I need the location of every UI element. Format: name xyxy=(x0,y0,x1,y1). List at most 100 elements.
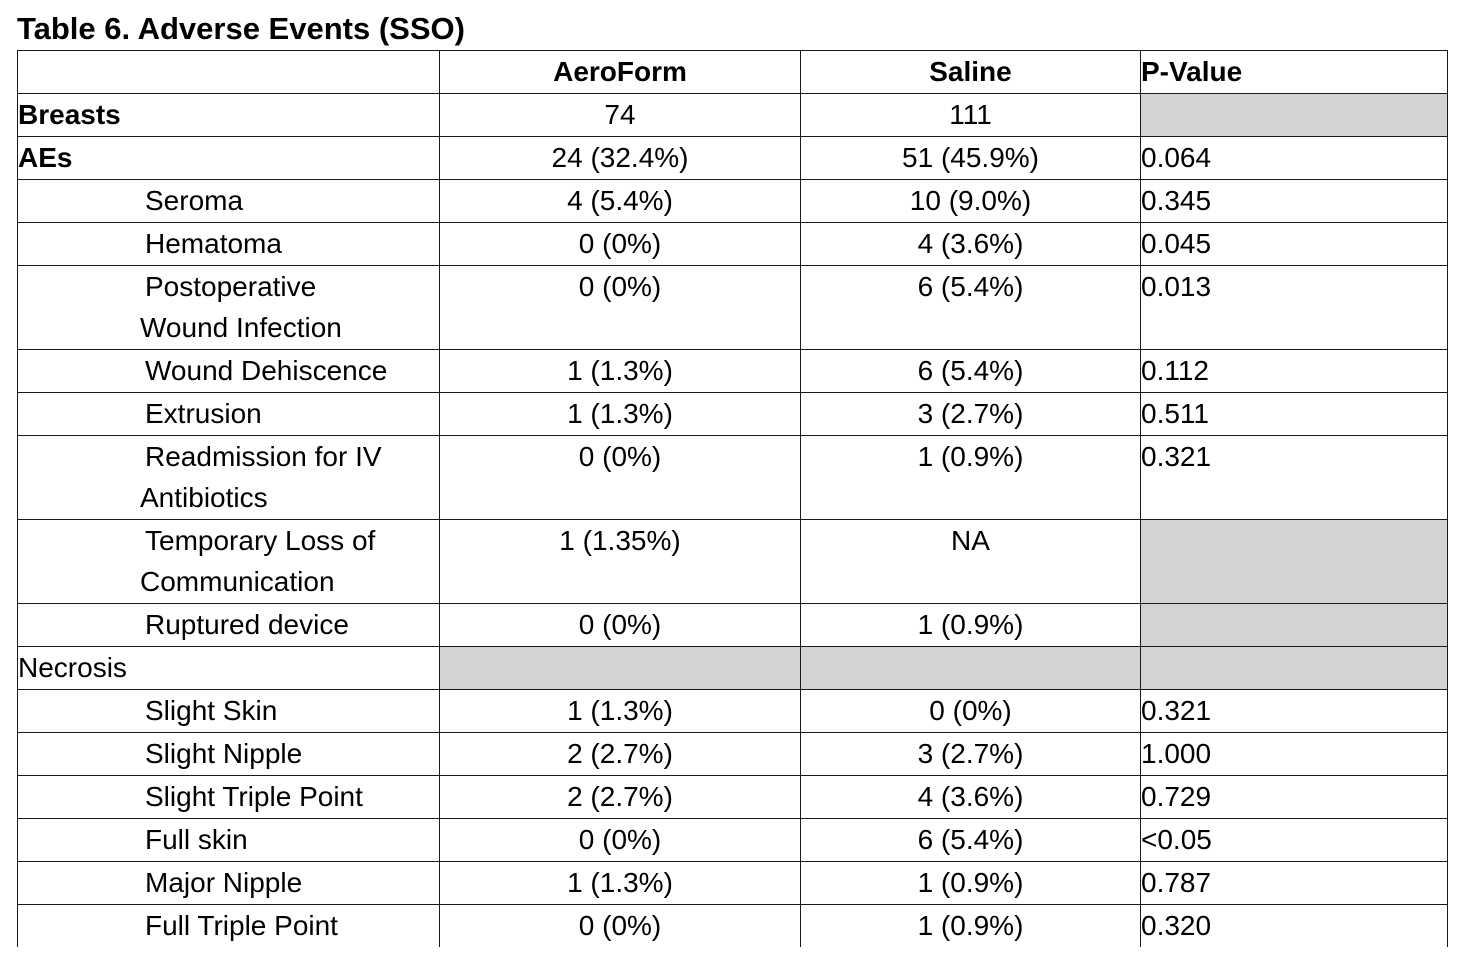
row-label-line: Hematoma xyxy=(145,228,282,259)
saline-value: 3 (2.7%) xyxy=(800,392,1141,436)
row-label: Full Triple Point xyxy=(17,904,440,947)
row-label-line: Extrusion xyxy=(145,398,262,429)
p-value xyxy=(1140,93,1448,137)
table-row: Slight Nipple 2 (2.7%) 3 (2.7%) 1.000 xyxy=(17,732,1448,776)
row-label-line: Readmission for IV xyxy=(145,441,382,472)
row-label-line: Full Triple Point xyxy=(145,910,338,941)
table-row: Hematoma 0 (0%) 4 (3.6%) 0.045 xyxy=(17,222,1448,266)
aeroform-value: 1 (1.35%) xyxy=(439,519,801,604)
row-label: Full skin xyxy=(17,818,440,862)
row-label-line: Necrosis xyxy=(18,652,127,683)
table-row: Necrosis xyxy=(17,646,1448,690)
aeroform-value: 2 (2.7%) xyxy=(439,775,801,819)
aeroform-value: 1 (1.3%) xyxy=(439,349,801,393)
p-value: <0.05 xyxy=(1140,818,1448,862)
p-value: 1.000 xyxy=(1140,732,1448,776)
table-row: Ruptured device 0 (0%) 1 (0.9%) xyxy=(17,603,1448,647)
table-row: Full Triple Point 0 (0%) 1 (0.9%) 0.320 xyxy=(17,904,1448,947)
adverse-events-table: AeroForm Saline P-Value Breasts 74 111 AEs 2… xyxy=(17,50,1448,947)
aeroform-value: 1 (1.3%) xyxy=(439,392,801,436)
saline-value: 1 (0.9%) xyxy=(800,603,1141,647)
table-row: AEs 24 (32.4%) 51 (45.9%) 0.064 xyxy=(17,136,1448,180)
table-row: Readmission for IV Antibiotics 0 (0%) 1 (0.… xyxy=(17,435,1448,520)
row-label-line: Slight Nipple xyxy=(145,738,303,769)
p-value xyxy=(1140,519,1448,604)
p-value: 0.345 xyxy=(1140,179,1448,223)
header-saline: Saline xyxy=(800,50,1141,94)
header-row: AeroForm Saline P-Value xyxy=(17,50,1448,94)
row-label-line: Postoperative xyxy=(145,271,317,302)
row-label: Temporary Loss of Communication xyxy=(17,519,440,604)
saline-value: 10 (9.0%) xyxy=(800,179,1141,223)
row-label: AEs xyxy=(17,136,440,180)
table-row: Seroma 4 (5.4%) 10 (9.0%) 0.345 xyxy=(17,179,1448,223)
p-value: 0.045 xyxy=(1140,222,1448,266)
aeroform-value: 0 (0%) xyxy=(439,603,801,647)
p-value: 0.321 xyxy=(1140,689,1448,733)
row-label: Slight Triple Point xyxy=(17,775,440,819)
saline-value: 6 (5.4%) xyxy=(800,265,1141,350)
saline-value: 1 (0.9%) xyxy=(800,904,1141,947)
p-value: 0.787 xyxy=(1140,861,1448,905)
aeroform-value: 0 (0%) xyxy=(439,265,801,350)
row-label-line: Wound Infection xyxy=(140,312,342,343)
header-aeroform: AeroForm xyxy=(439,50,801,94)
saline-value: 1 (0.9%) xyxy=(800,435,1141,520)
row-label-line: Full skin xyxy=(145,824,248,855)
aeroform-value: 24 (32.4%) xyxy=(439,136,801,180)
saline-value: 6 (5.4%) xyxy=(800,818,1141,862)
row-label: Extrusion xyxy=(17,392,440,436)
table-row: Postoperative Wound Infection 0 (0%) 6 (5.4… xyxy=(17,265,1448,350)
saline-value: 0 (0%) xyxy=(800,689,1141,733)
table-row: Temporary Loss of Communication 1 (1.35%) N… xyxy=(17,519,1448,604)
row-label-line: AEs xyxy=(18,142,73,173)
saline-value: 4 (3.6%) xyxy=(800,775,1141,819)
saline-value: 4 (3.6%) xyxy=(800,222,1141,266)
p-value: 0.112 xyxy=(1140,349,1448,393)
p-value: 0.729 xyxy=(1140,775,1448,819)
saline-value: 3 (2.7%) xyxy=(800,732,1141,776)
aeroform-value: 4 (5.4%) xyxy=(439,179,801,223)
header-pvalue: P-Value xyxy=(1140,50,1448,94)
saline-value: 51 (45.9%) xyxy=(800,136,1141,180)
p-value: 0.511 xyxy=(1140,392,1448,436)
row-label: Slight Skin xyxy=(17,689,440,733)
aeroform-value: 0 (0%) xyxy=(439,222,801,266)
table-row: Slight Triple Point 2 (2.7%) 4 (3.6%) 0.729 xyxy=(17,775,1448,819)
table-row: Major Nipple 1 (1.3%) 1 (0.9%) 0.787 xyxy=(17,861,1448,905)
p-value: 0.064 xyxy=(1140,136,1448,180)
table-row: Wound Dehiscence 1 (1.3%) 6 (5.4%) 0.112 xyxy=(17,349,1448,393)
aeroform-value: 1 (1.3%) xyxy=(439,689,801,733)
row-label-line: Temporary Loss of xyxy=(145,525,376,556)
saline-value: 1 (0.9%) xyxy=(800,861,1141,905)
row-label: Postoperative Wound Infection xyxy=(17,265,440,350)
row-label: Necrosis xyxy=(17,646,440,690)
saline-value: NA xyxy=(800,519,1141,604)
row-label: Seroma xyxy=(17,179,440,223)
aeroform-value: 0 (0%) xyxy=(439,818,801,862)
p-value: 0.320 xyxy=(1140,904,1448,947)
table-title: Table 6. Adverse Events (SSO) xyxy=(17,11,465,46)
aeroform-value: 0 (0%) xyxy=(439,435,801,520)
table-row: Slight Skin 1 (1.3%) 0 (0%) 0.321 xyxy=(17,689,1448,733)
table-row: Breasts 74 111 xyxy=(17,93,1448,137)
aeroform-value: 0 (0%) xyxy=(439,904,801,947)
header-label-cell xyxy=(17,50,440,94)
table-row: Full skin 0 (0%) 6 (5.4%) <0.05 xyxy=(17,818,1448,862)
row-label-line: Ruptured device xyxy=(145,609,349,640)
table-body: Breasts 74 111 AEs 24 (32.4%) 51 (45.9%) 0.064… xyxy=(17,93,1448,947)
row-label: Wound Dehiscence xyxy=(17,349,440,393)
row-label-line: Slight Skin xyxy=(145,695,278,726)
p-value: 0.013 xyxy=(1140,265,1448,350)
row-label-line: Major Nipple xyxy=(145,867,303,898)
aeroform-value: 1 (1.3%) xyxy=(439,861,801,905)
row-label-line: Breasts xyxy=(18,99,121,130)
p-value xyxy=(1140,646,1448,690)
aeroform-value: 2 (2.7%) xyxy=(439,732,801,776)
saline-value: 6 (5.4%) xyxy=(800,349,1141,393)
saline-value xyxy=(800,646,1141,690)
row-label-line: Seroma xyxy=(145,185,244,216)
row-label: Breasts xyxy=(17,93,440,137)
aeroform-value: 74 xyxy=(439,93,801,137)
row-label: Readmission for IV Antibiotics xyxy=(17,435,440,520)
